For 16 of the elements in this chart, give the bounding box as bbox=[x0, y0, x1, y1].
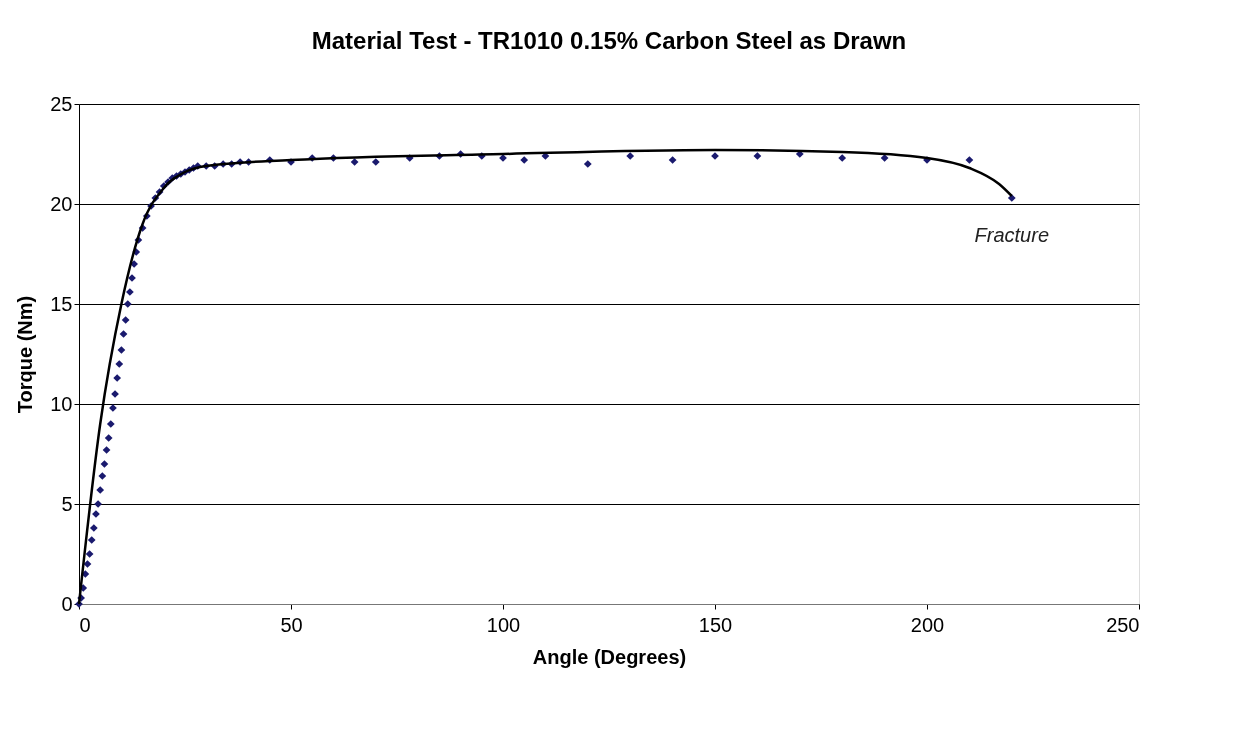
x-axis-title: Angle (Degrees) bbox=[532, 645, 687, 668]
y-tick-label: 20 bbox=[50, 192, 73, 215]
annotation: Fracture bbox=[974, 224, 1050, 246]
y-tick-label: 10 bbox=[50, 392, 73, 415]
y-tick-label: 5 bbox=[61, 492, 73, 515]
x-tick-label: 100 bbox=[486, 613, 521, 636]
x-tick-label: 0 bbox=[79, 613, 91, 636]
y-tick-label: 25 bbox=[50, 92, 73, 115]
y-tick-label: 15 bbox=[50, 292, 73, 315]
chart-title: Material Test - TR1010 0.15% Carbon Steel as Drawn bbox=[311, 27, 907, 54]
x-tick-label: 250 bbox=[1106, 613, 1140, 636]
y-axis-title: Torque (Nm) bbox=[14, 295, 37, 414]
x-tick-label: 50 bbox=[280, 613, 303, 636]
x-tick-label: 150 bbox=[698, 613, 733, 636]
x-tick-label: 200 bbox=[910, 613, 945, 636]
y-tick-label: 0 bbox=[61, 592, 73, 615]
